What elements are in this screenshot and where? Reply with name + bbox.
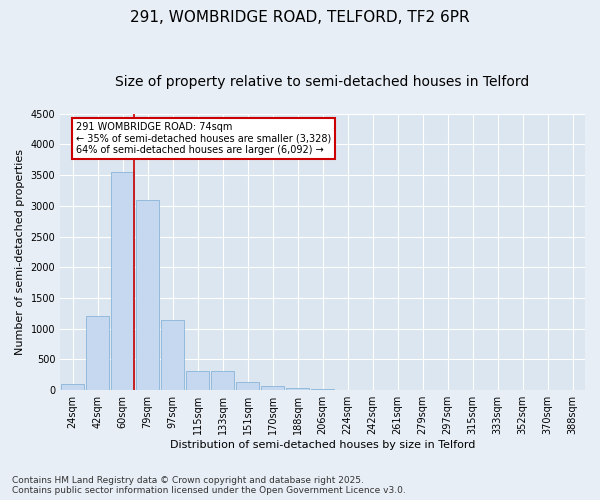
Y-axis label: Number of semi-detached properties: Number of semi-detached properties [15, 149, 25, 355]
Bar [86, 316, 109, 390]
Bar [311, 389, 334, 390]
Bar [211, 370, 234, 390]
Bar [236, 382, 259, 390]
Bar [61, 384, 84, 390]
X-axis label: Distribution of semi-detached houses by size in Telford: Distribution of semi-detached houses by … [170, 440, 475, 450]
Bar [136, 200, 159, 390]
Bar [187, 370, 209, 390]
Text: 291 WOMBRIDGE ROAD: 74sqm
← 35% of semi-detached houses are smaller (3,328)
64% : 291 WOMBRIDGE ROAD: 74sqm ← 35% of semi-… [76, 122, 331, 156]
Bar [112, 172, 134, 390]
Bar [161, 320, 184, 390]
Bar [286, 388, 309, 390]
Title: Size of property relative to semi-detached houses in Telford: Size of property relative to semi-detach… [115, 75, 530, 89]
Bar [262, 386, 284, 390]
Text: 291, WOMBRIDGE ROAD, TELFORD, TF2 6PR: 291, WOMBRIDGE ROAD, TELFORD, TF2 6PR [130, 10, 470, 25]
Text: Contains HM Land Registry data © Crown copyright and database right 2025.
Contai: Contains HM Land Registry data © Crown c… [12, 476, 406, 495]
